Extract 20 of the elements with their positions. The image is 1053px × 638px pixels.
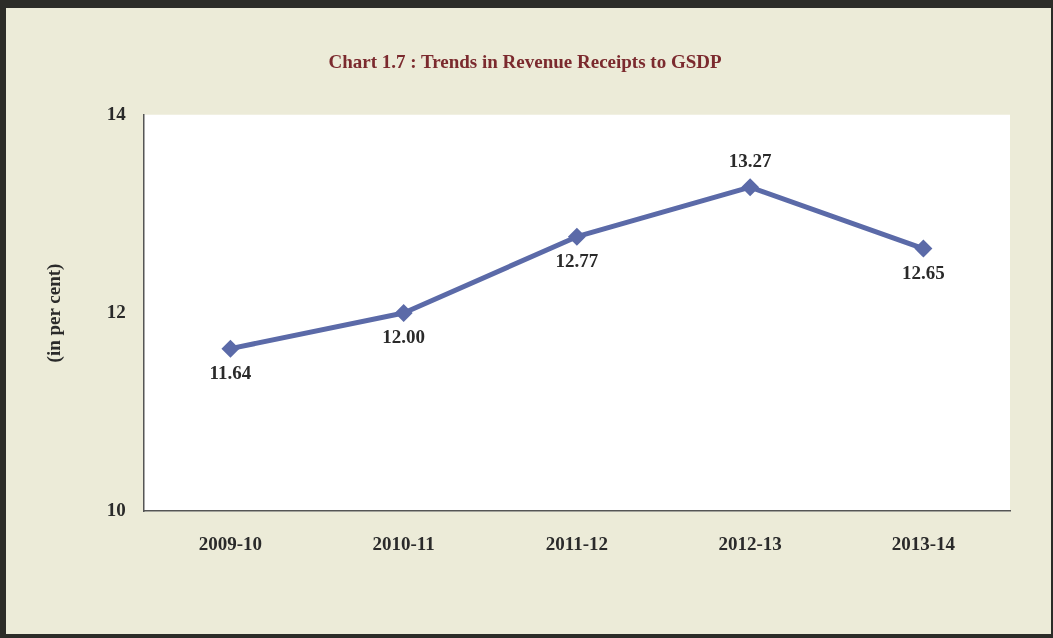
y-tick-label: 14: [106, 102, 127, 124]
x-tick-label: 2011-12: [545, 532, 609, 554]
point: [221, 339, 240, 358]
data-label: 12.77: [555, 250, 599, 272]
point: [567, 227, 586, 246]
y-tick-label: 10: [106, 499, 126, 521]
data-label: 12.65: [902, 261, 945, 283]
point: [394, 304, 413, 322]
point: [741, 178, 760, 197]
x-tick-label: 2009-10: [198, 532, 263, 554]
y-axis-title: (in per cent): [43, 263, 66, 363]
point: [914, 239, 933, 258]
x-tick-label: 2013-14: [891, 532, 956, 554]
x-tick-label: 2012-13: [718, 532, 782, 554]
data-label: 12.00: [382, 326, 426, 348]
chart-title: Chart 1.7 : Trends in Revenue Receipts to GSDP: [328, 51, 722, 73]
data-label: 11.64: [209, 362, 252, 384]
data-label: 13.27: [728, 149, 773, 171]
x-tick-label: 2010-11: [372, 532, 435, 554]
y-tick-label: 12: [106, 300, 126, 322]
